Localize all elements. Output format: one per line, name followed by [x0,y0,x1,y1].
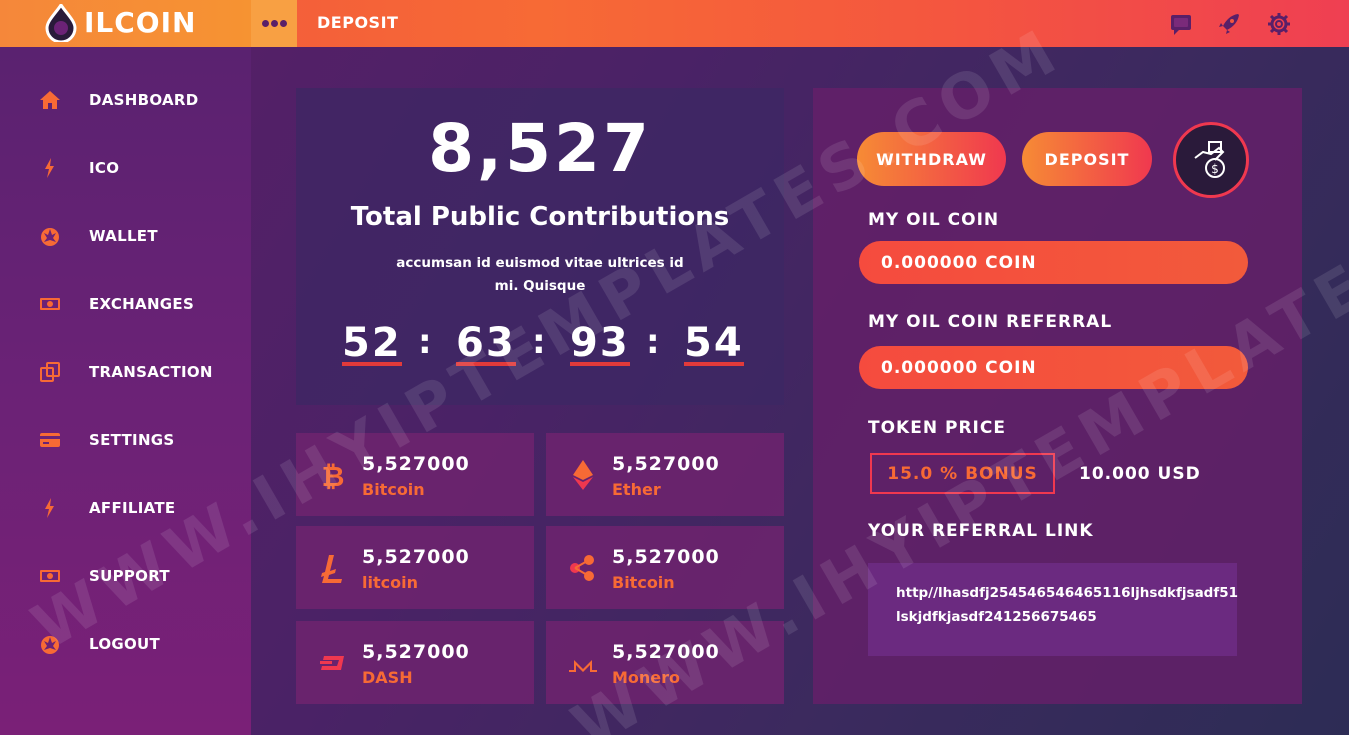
rebel-icon [41,228,59,246]
countdown-segment: 63 [456,320,516,366]
hand-money-icon: $ [1194,141,1225,178]
coin-value: 5,527000 [612,546,720,568]
coin-tile-litecoin: 5,527000 litcoin [296,526,534,609]
menu-toggle-button[interactable] [251,0,297,47]
my-oil-coin-field: 0.000000 COIN [859,241,1248,284]
sidebar-item-label: SETTINGS [89,431,175,449]
referral-link-line: http//lhasdfj254546546465116ljhsdkfjsadf… [896,585,1239,601]
top-bar: ILCOIN DEPOSIT [0,0,1349,47]
account-panel: WITHDRAW DEPOSIT $ MY OIL COIN 0.000000 … [813,88,1302,704]
home-icon [40,91,60,109]
bolt-icon [45,158,54,178]
coin-value: 5,527000 [612,453,720,475]
referral-label: MY OIL COIN REFERRAL [868,312,1113,332]
sidebar-item-label: AFFILIATE [89,499,176,517]
monero-icon [569,660,597,672]
page-title: DEPOSIT [317,13,399,32]
sidebar-item-label: SUPPORT [89,567,170,585]
bolt-icon [45,498,54,518]
token-price-label: TOKEN PRICE [868,418,1006,438]
ethereum-icon [573,460,593,490]
sidebar-item-label: DASHBOARD [89,91,199,109]
coin-tile-monero: 5,527000 Monero [546,621,784,704]
my-oil-coin-label: MY OIL COIN [868,210,1000,230]
sidebar-item-support[interactable]: SUPPORT [38,561,238,591]
countdown-separator: : [532,322,546,362]
coin-name: Ether [612,480,661,499]
bonus-badge: 15.0 % BONUS [870,453,1055,494]
referral-link-label: YOUR REFERRAL LINK [868,521,1094,541]
rebel-icon [41,636,59,654]
countdown-segment: 54 [684,320,744,366]
logo[interactable]: ILCOIN [0,0,251,47]
coin-tile-ripple: 5,527000 Bitcoin [546,526,784,609]
sidebar-item-label: TRANSACTION [89,363,213,381]
coin-value: 5,527000 [362,546,470,568]
contributions-count: 8,527 [428,110,652,187]
dot-icon [279,20,287,27]
oil-drop-icon [45,4,77,42]
litecoin-icon [321,555,342,583]
token-price-value: 10.000 USD [1079,464,1201,484]
sidebar-item-wallet[interactable]: WALLET [38,221,238,251]
logo-text: ILCOIN [84,6,197,39]
ripple-icon [570,555,594,581]
deposit-button[interactable]: DEPOSIT [1022,132,1152,186]
referral-link-line: lskjdfkjasdf241256675465 [896,609,1097,625]
card-icon [40,433,60,447]
dash-icon [320,656,344,670]
coin-value: 5,527000 [612,641,720,663]
referral-coin-field: 0.000000 COIN [859,346,1248,389]
dot-icon [261,20,269,27]
contributions-subtitle: accumsan id euismod vitae ultrices id mi… [396,252,684,298]
sidebar-item-settings[interactable]: SETTINGS [38,425,238,455]
sidebar-item-transaction[interactable]: TRANSACTION [38,357,238,387]
copy-icon [40,362,60,382]
gear-icon[interactable] [1266,11,1292,37]
rocket-icon[interactable] [1216,11,1242,37]
coin-name: litcoin [362,573,418,592]
payment-button[interactable]: $ [1173,122,1249,198]
referral-link-box[interactable]: http//lhasdfj254546546465116ljhsdkfjsadf… [868,563,1239,656]
coin-name: Bitcoin [612,573,675,592]
bitcoin-icon: ₿ [322,460,345,492]
countdown-separator: : [646,322,660,362]
dot-icon [270,20,278,27]
coin-value: 5,527000 [362,453,470,475]
sidebar: DASHBOARD ICO WALLET EXCHANGES TRANSACTI… [0,47,251,735]
coin-value: 5,527000 [362,641,470,663]
sidebar-item-label: ICO [89,159,120,177]
sidebar-item-ico[interactable]: ICO [38,153,238,183]
withdraw-button[interactable]: WITHDRAW [857,132,1006,186]
subtitle-line: accumsan id euismod vitae ultrices id [396,255,684,271]
countdown-timer: 52 : 63 : 93 : 54 [340,320,750,370]
sidebar-item-affiliate[interactable]: AFFILIATE [38,493,238,523]
coin-name: Bitcoin [362,480,425,499]
sidebar-item-label: EXCHANGES [89,295,195,313]
coin-name: Monero [612,668,681,687]
money-icon [40,298,60,310]
subtitle-line: mi. Quisque [494,278,586,294]
sidebar-item-dashboard[interactable]: DASHBOARD [38,85,238,115]
coin-tile-ether: 5,527000 Ether [546,433,784,516]
money-icon [40,570,60,582]
svg-text:₿: ₿ [322,460,345,492]
svg-text:$: $ [1211,162,1219,176]
countdown-segment: 52 [342,320,402,366]
sidebar-item-label: WALLET [89,227,158,245]
contributions-panel: 8,527 Total Public Contributions accumsa… [296,88,784,405]
coin-tile-bitcoin: ₿ 5,527000 Bitcoin [296,433,534,516]
countdown-segment: 93 [570,320,630,366]
sidebar-item-exchanges[interactable]: EXCHANGES [38,289,238,319]
contributions-title: Total Public Contributions [350,202,730,232]
chat-icon[interactable] [1168,11,1194,37]
coin-name: DASH [362,668,413,687]
sidebar-item-logout[interactable]: LOGOUT [38,629,238,659]
coin-tile-dash: 5,527000 DASH [296,621,534,704]
sidebar-item-label: LOGOUT [89,635,161,653]
countdown-separator: : [418,322,432,362]
